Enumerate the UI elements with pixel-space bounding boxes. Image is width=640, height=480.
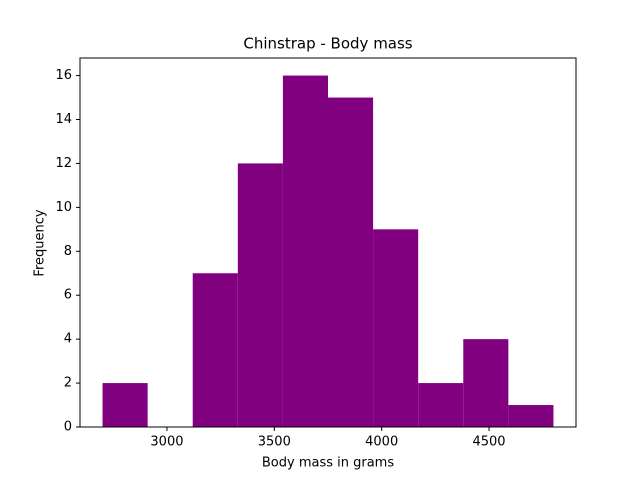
x-tick-label: 3500 — [258, 435, 291, 450]
bar — [508, 405, 554, 427]
y-tick-label: 2 — [64, 376, 72, 391]
y-tick-label: 14 — [55, 112, 72, 127]
bar — [102, 383, 148, 427]
x-tick-label: 3000 — [150, 435, 183, 450]
bar — [373, 229, 419, 427]
chart-title: Chinstrap - Body mass — [243, 35, 412, 53]
x-tick-label: 4000 — [365, 435, 398, 450]
bar — [192, 273, 238, 427]
y-tick-label: 6 — [64, 288, 72, 303]
y-tick-label: 4 — [64, 332, 72, 347]
plot-frame — [79, 57, 577, 428]
bar — [463, 339, 509, 427]
bar — [328, 97, 374, 428]
bar — [282, 75, 328, 428]
bar — [237, 163, 283, 427]
x-tick-label: 4500 — [472, 435, 505, 450]
y-tick-label: 10 — [55, 200, 72, 215]
y-tick-label: 12 — [55, 156, 72, 171]
y-tick-label: 16 — [55, 68, 72, 83]
y-tick-label: 0 — [64, 420, 72, 435]
bar — [418, 383, 464, 427]
y-tick-label: 8 — [64, 244, 72, 259]
x-axis-label: Body mass in grams — [262, 456, 394, 471]
y-axis-label: Frequency — [33, 209, 48, 276]
